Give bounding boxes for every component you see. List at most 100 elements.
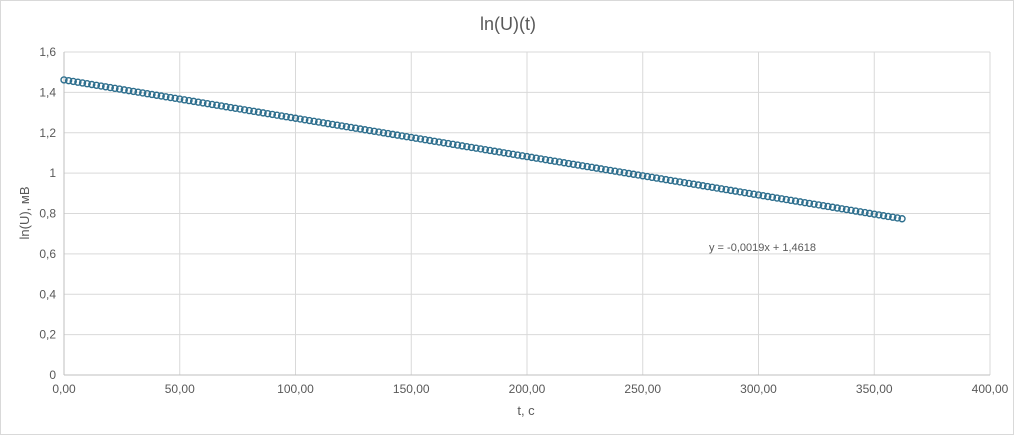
data-point (328, 120, 337, 129)
data-point (314, 118, 323, 126)
data-point (176, 95, 184, 103)
data-point (518, 152, 527, 160)
data-point (231, 104, 240, 112)
data-point (671, 177, 679, 185)
data-point (500, 149, 508, 157)
data-point (615, 168, 624, 176)
data-point (143, 90, 152, 98)
data-point (694, 181, 703, 189)
data-point (523, 152, 531, 161)
data-point (129, 87, 138, 96)
data-point (439, 139, 448, 147)
data-point (416, 135, 425, 143)
data-point (268, 110, 277, 119)
data-point (657, 175, 665, 183)
data-point (375, 128, 383, 136)
data-point (264, 109, 272, 118)
data-point (782, 195, 790, 204)
axes (63, 52, 990, 376)
data-point (60, 76, 68, 84)
data-point (157, 92, 165, 100)
data-point (560, 159, 568, 167)
data-point (310, 117, 318, 126)
data-point (236, 105, 244, 113)
data-point (101, 83, 110, 91)
data-point (541, 155, 550, 164)
data-point (879, 211, 888, 220)
data-point (402, 132, 411, 141)
data-point (393, 131, 402, 139)
data-point (273, 111, 281, 119)
data-point (736, 188, 744, 196)
data-point (791, 197, 800, 205)
data-point (592, 164, 601, 172)
data-point (319, 119, 327, 127)
data-point (421, 136, 429, 144)
data-point (361, 126, 369, 134)
data-point (64, 76, 73, 85)
x-axis-title: t, c (517, 403, 535, 418)
data-point (703, 182, 712, 191)
data-point (606, 166, 615, 175)
data-point (713, 184, 721, 192)
data-point (796, 198, 804, 206)
data-point (245, 106, 253, 115)
data-point (680, 178, 689, 187)
data-point (685, 179, 693, 188)
data-point (828, 203, 837, 211)
data-point (463, 142, 471, 151)
data-point (180, 96, 189, 104)
data-point (226, 103, 235, 112)
data-point (625, 169, 633, 178)
data-point (666, 176, 675, 185)
data-point (597, 165, 605, 173)
data-point (277, 112, 286, 120)
data-point (514, 151, 522, 159)
data-point (389, 130, 397, 139)
data-point (722, 185, 730, 194)
data-point (166, 93, 175, 102)
y-tick-label: 0 (49, 368, 56, 382)
data-point (629, 170, 638, 178)
data-point (856, 208, 865, 216)
data-point (125, 86, 133, 95)
y-tick-label: 0,4 (39, 287, 56, 301)
data-point (458, 142, 466, 150)
data-point (852, 207, 860, 215)
data-point (111, 84, 119, 93)
data-point (301, 116, 309, 124)
data-point (384, 129, 392, 138)
y-tick-label: 1 (49, 166, 56, 180)
data-point (889, 213, 897, 221)
x-tick-label: 150,00 (393, 382, 430, 396)
data-point (435, 138, 443, 146)
y-tick-label: 1,4 (39, 85, 56, 99)
data-point (412, 134, 420, 142)
data-point (477, 145, 485, 153)
y-tick-label: 1,6 (39, 45, 56, 59)
y-tick-label: 0,2 (39, 328, 56, 342)
data-point (731, 187, 740, 195)
data-point (217, 102, 226, 110)
data-point (708, 183, 716, 191)
chart-title: ln(U)(t) (480, 14, 536, 34)
data-point (768, 193, 777, 201)
data-point (444, 139, 452, 148)
data-point (69, 77, 77, 86)
data-point (842, 205, 851, 214)
y-axis-title: ln(U), мВ (17, 187, 32, 240)
y-tick-label: 0,6 (39, 247, 56, 261)
data-point (643, 172, 652, 181)
data-point (805, 199, 814, 208)
data-point (602, 165, 610, 174)
data-point (481, 146, 490, 154)
data-point (537, 155, 545, 163)
x-tick-label: 100,00 (277, 382, 314, 396)
data-point (338, 122, 346, 130)
data-point (819, 202, 828, 210)
data-point (88, 80, 96, 89)
data-point (467, 143, 476, 152)
data-point (148, 90, 156, 99)
data-point (356, 125, 365, 133)
